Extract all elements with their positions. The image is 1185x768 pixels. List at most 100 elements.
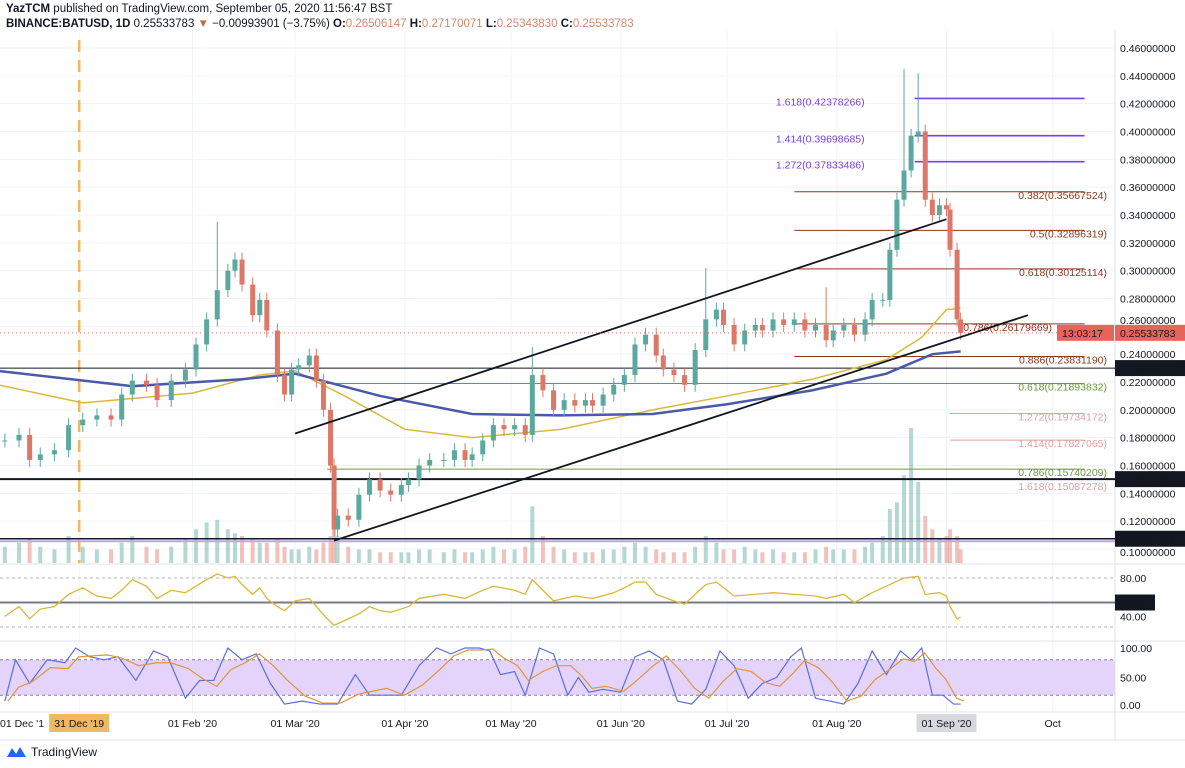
volume-bar	[771, 549, 776, 563]
volume-bar	[601, 549, 606, 563]
volume-bar	[307, 546, 312, 563]
footer-brand[interactable]: TradingView	[6, 745, 97, 759]
volume-bar	[813, 549, 818, 563]
moving-average-line	[0, 307, 961, 439]
volume-bar	[902, 475, 907, 563]
candle-body	[781, 319, 787, 325]
candle-body	[441, 459, 447, 461]
volume-bar	[682, 552, 687, 563]
candle-body	[345, 515, 351, 520]
publisher-name[interactable]: YazTCM	[6, 3, 51, 15]
volume-bar	[130, 536, 135, 563]
stoch-tick-label: 50.00	[1120, 673, 1146, 685]
volume-bar	[417, 549, 422, 563]
time-tick-label: 01 May '20	[486, 718, 537, 730]
stoch-tick-label: 0.00	[1120, 700, 1141, 712]
candle-body	[398, 484, 404, 495]
price-tick-label: 0.34000000	[1120, 210, 1176, 222]
candle-body	[752, 324, 758, 331]
candle-body	[802, 319, 808, 331]
volume-bar	[721, 549, 726, 563]
fib-level-label: 0.886(0.23831190)	[1019, 355, 1107, 367]
price-tick-label: 0.42000000	[1120, 99, 1176, 111]
candle-body	[331, 465, 337, 530]
rsi-tick-label: 40.00	[1120, 612, 1146, 624]
candle-body	[958, 319, 964, 333]
candle-body	[225, 270, 231, 291]
moving-average-line	[0, 350, 961, 417]
candle-body	[600, 394, 606, 406]
time-tick-label: 01 Mar '20	[270, 718, 319, 730]
candle-body	[572, 400, 578, 406]
price-tick-label: 0.24000000	[1120, 349, 1176, 361]
candle-body	[16, 434, 22, 441]
volume-bar	[693, 546, 698, 563]
candle-body	[27, 434, 33, 460]
volume-bar	[530, 506, 535, 563]
candle-body	[915, 131, 921, 136]
volume-bar	[831, 549, 836, 563]
candle-body	[257, 299, 263, 316]
price-tick-label: 0.40000000	[1120, 127, 1176, 139]
volume-bar	[958, 549, 963, 563]
volume-bar	[257, 542, 262, 563]
trendline	[333, 314, 1029, 542]
volume-bar	[824, 546, 829, 563]
candle-body	[869, 299, 875, 320]
candle-body	[129, 380, 135, 395]
fib-level-label: 0.618(0.21893832)	[1018, 381, 1107, 393]
price-tick-label: 0.20000000	[1120, 405, 1176, 417]
volume-bar	[356, 549, 361, 563]
price-tick-label: 0.46000000	[1120, 43, 1176, 55]
high-label: H:	[409, 18, 422, 30]
candle-body	[830, 330, 836, 341]
price-tag-label: 0.10737319	[1120, 534, 1176, 546]
candle-body	[320, 380, 326, 410]
volume-bar	[17, 542, 22, 563]
volume-bar	[194, 529, 199, 563]
countdown-tag	[1057, 324, 1114, 341]
volume-bar	[540, 536, 545, 563]
publish-line: YazTCM published on TradingView.com, Sep…	[6, 2, 634, 17]
volume-bar	[367, 549, 372, 563]
candle-body	[328, 409, 334, 466]
fib-level-label: 1.618(0.15087278)	[1018, 481, 1107, 493]
candle-body	[611, 384, 617, 395]
price-tick-label: 0.44000000	[1120, 71, 1176, 83]
volume-bar	[109, 549, 114, 563]
candle-body	[887, 249, 893, 300]
volume-bar	[378, 552, 383, 563]
last-price: 0.25533783	[133, 18, 195, 30]
fib-level-label: 1.272(0.19734172)	[1018, 412, 1107, 424]
candle-body	[759, 324, 765, 331]
volume-bar	[441, 552, 446, 563]
price-tick-label: 0.28000000	[1120, 294, 1176, 306]
volume-bar	[937, 538, 942, 563]
stoch-d-line	[7, 648, 964, 704]
volume-bar	[944, 536, 949, 563]
fib-level-label: 1.414(0.39698685)	[776, 134, 865, 146]
price-tick-label: 0.10000000	[1120, 547, 1176, 559]
candle-body	[250, 284, 256, 316]
volume-bar	[753, 549, 758, 563]
volume-bar	[232, 533, 237, 563]
time-tick-label: 01 Jun '20	[597, 718, 645, 730]
close-label: C:	[560, 18, 573, 30]
candle-body	[214, 290, 220, 320]
volume-bar	[863, 546, 868, 563]
candle-body	[522, 425, 528, 435]
fib-level-label: 0.786(0.15740209)	[1018, 467, 1107, 479]
volume-bar	[169, 546, 174, 563]
candle-body	[51, 450, 57, 455]
ohlc-line: BINANCE:BATUSD, 1D 0.25533783 ▼ −0.00993…	[6, 17, 634, 32]
candle-body	[703, 319, 709, 350]
volume-bar	[314, 549, 319, 563]
candle-body	[490, 425, 496, 441]
volume-bar	[841, 549, 846, 563]
volume-bar	[955, 536, 960, 563]
symbol-label[interactable]: BINANCE:BATUSD, 1D	[6, 18, 131, 30]
time-tick-label: 01 Sep '20	[922, 718, 972, 730]
time-tick-label: 01 Apr '20	[381, 718, 428, 730]
volume-bar	[144, 546, 149, 563]
